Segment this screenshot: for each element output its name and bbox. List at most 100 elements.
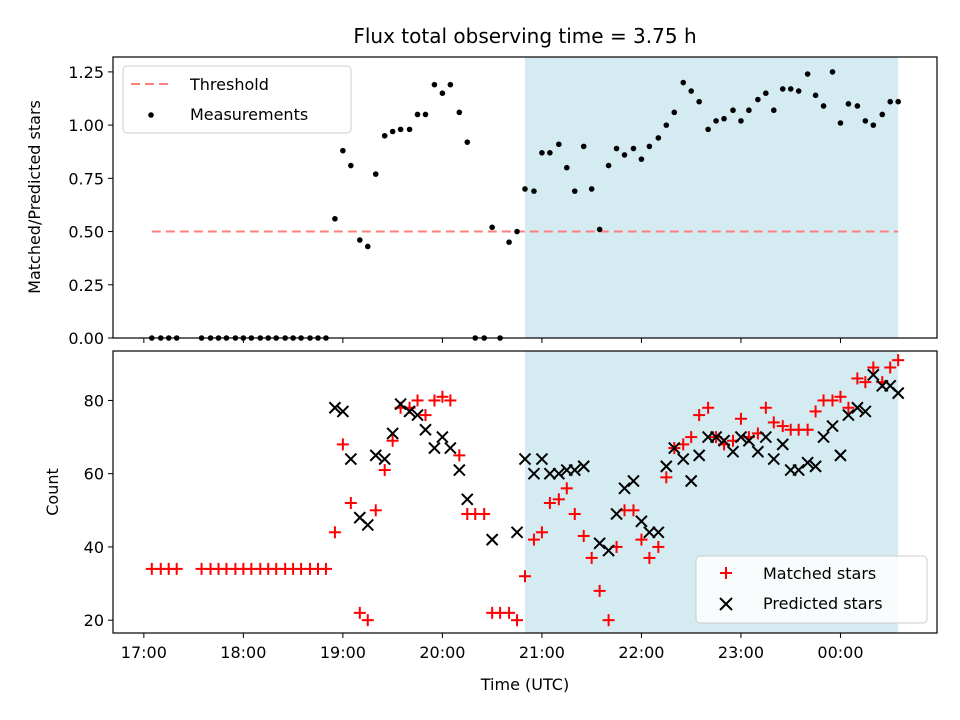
- top-panel: 0.00 0.25 0.50 0.75 1.00 1.25 Matched/Predict…: [25, 56, 938, 348]
- matched-star-marker: [353, 606, 366, 619]
- measurement-point: [489, 224, 495, 231]
- predicted-star-marker: [660, 460, 673, 473]
- predicted-star-marker: [403, 405, 416, 418]
- predicted-star-marker: [336, 405, 350, 418]
- measurement-point: [605, 162, 612, 169]
- predicted-star-marker: [518, 452, 532, 466]
- top-y-axis-label: Matched/Predicted stars: [25, 100, 44, 294]
- matched-star-marker: [801, 423, 814, 436]
- predicted-star-marker: [809, 460, 822, 473]
- matched-star-marker: [826, 394, 839, 407]
- matched-star-marker: [543, 496, 556, 509]
- matched-star-marker: [428, 394, 441, 407]
- predicted-star-marker: [602, 544, 615, 557]
- top-x-ticks: [143, 338, 841, 343]
- matched-star-marker: [419, 409, 432, 422]
- top-y-tick-label: 0.75: [68, 169, 104, 188]
- x-tick-label: 23:00: [718, 643, 764, 662]
- measurement-point: [638, 156, 645, 162]
- legend-threshold-label: Threshold: [189, 75, 269, 94]
- matched-star-marker: [767, 416, 780, 429]
- predicted-star-marker: [635, 515, 648, 528]
- measurement-point: [646, 143, 653, 150]
- measurement-point: [688, 88, 694, 94]
- matched-star-marker: [685, 431, 698, 444]
- matched-star-marker: [635, 533, 648, 546]
- matched-star-marker: [627, 504, 640, 517]
- top-y-tick-label: 0.00: [68, 329, 104, 348]
- measurement-point: [556, 141, 562, 148]
- measurement-points: [149, 69, 901, 341]
- measurement-point: [596, 226, 603, 233]
- measurement-point: [531, 188, 537, 194]
- measurement-point: [663, 122, 670, 128]
- matched-star-marker: [643, 551, 656, 564]
- bottom-y-tick-label: 80: [84, 391, 104, 410]
- measurement-point: [713, 118, 719, 124]
- x-tick-label: 17:00: [121, 643, 167, 662]
- measurement-point: [862, 118, 869, 124]
- measurement-point: [364, 243, 371, 250]
- chart-title: Flux total observing time = 3.75 h: [353, 24, 696, 48]
- predicted-star-marker: [428, 441, 441, 455]
- matched-star-marker: [535, 526, 548, 539]
- matched-star-marker: [652, 540, 665, 553]
- measurement-point: [406, 126, 413, 133]
- matched-star-marker: [585, 551, 598, 564]
- predicted-star-marker: [801, 456, 814, 469]
- measurement-point: [895, 98, 901, 105]
- predicted-star-marker: [867, 368, 880, 382]
- predicted-star-marker: [444, 441, 457, 455]
- measurement-point: [397, 126, 404, 133]
- bottom-y-tick-label: 20: [84, 611, 104, 630]
- matched-star-marker: [702, 401, 715, 414]
- measurement-point: [464, 139, 471, 145]
- predicted-star-marker: [369, 449, 382, 462]
- measurement-point: [514, 228, 520, 235]
- matched-star-marker: [411, 394, 424, 407]
- predicted-star-marker: [344, 452, 358, 466]
- matched-star-marker: [842, 401, 855, 414]
- measurement-point: [854, 103, 861, 109]
- matched-star-marker: [519, 570, 531, 583]
- matched-star-marker: [344, 496, 357, 509]
- predicted-star-marker: [767, 452, 780, 466]
- bottom-y-tick-label: 40: [84, 538, 104, 557]
- legend-measurements-label: Measurements: [190, 105, 308, 124]
- measurement-point: [630, 145, 637, 152]
- matched-star-marker: [170, 562, 183, 575]
- predicted-star-marker: [692, 449, 706, 462]
- measurement-point: [447, 81, 454, 88]
- measurement-point: [506, 239, 512, 246]
- top-y-tick-label: 0.50: [68, 223, 104, 242]
- predicted-stars-points: [328, 368, 905, 557]
- measurement-point: [845, 101, 852, 107]
- matched-star-marker: [319, 562, 332, 575]
- measurement-point: [547, 149, 553, 156]
- measurement-point: [746, 107, 752, 114]
- predicted-star-marker: [378, 452, 391, 466]
- predicted-star-marker: [677, 452, 690, 466]
- measurement-point: [812, 92, 819, 99]
- matched-star-marker: [369, 504, 382, 517]
- matched-star-marker: [884, 361, 897, 374]
- measurement-point: [414, 111, 421, 118]
- matched-star-marker: [453, 449, 466, 462]
- predicted-star-marker: [652, 526, 665, 539]
- measurement-point: [829, 69, 836, 75]
- top-y-tick-label: 0.25: [68, 276, 104, 295]
- matched-star-marker: [361, 614, 374, 627]
- measurement-point: [730, 107, 736, 114]
- matched-star-marker: [527, 533, 540, 546]
- measurement-point: [870, 122, 877, 128]
- measurement-point: [580, 143, 587, 150]
- predicted-star-marker: [842, 408, 855, 422]
- x-tick-label: 18:00: [220, 643, 266, 662]
- measurement-point: [613, 145, 620, 152]
- matched-star-marker: [511, 614, 524, 627]
- predicted-star-marker: [717, 434, 731, 447]
- predicted-star-marker: [543, 467, 557, 480]
- measurement-point: [680, 79, 687, 86]
- matched-stars-points: [145, 354, 905, 627]
- predicted-star-marker: [776, 438, 789, 451]
